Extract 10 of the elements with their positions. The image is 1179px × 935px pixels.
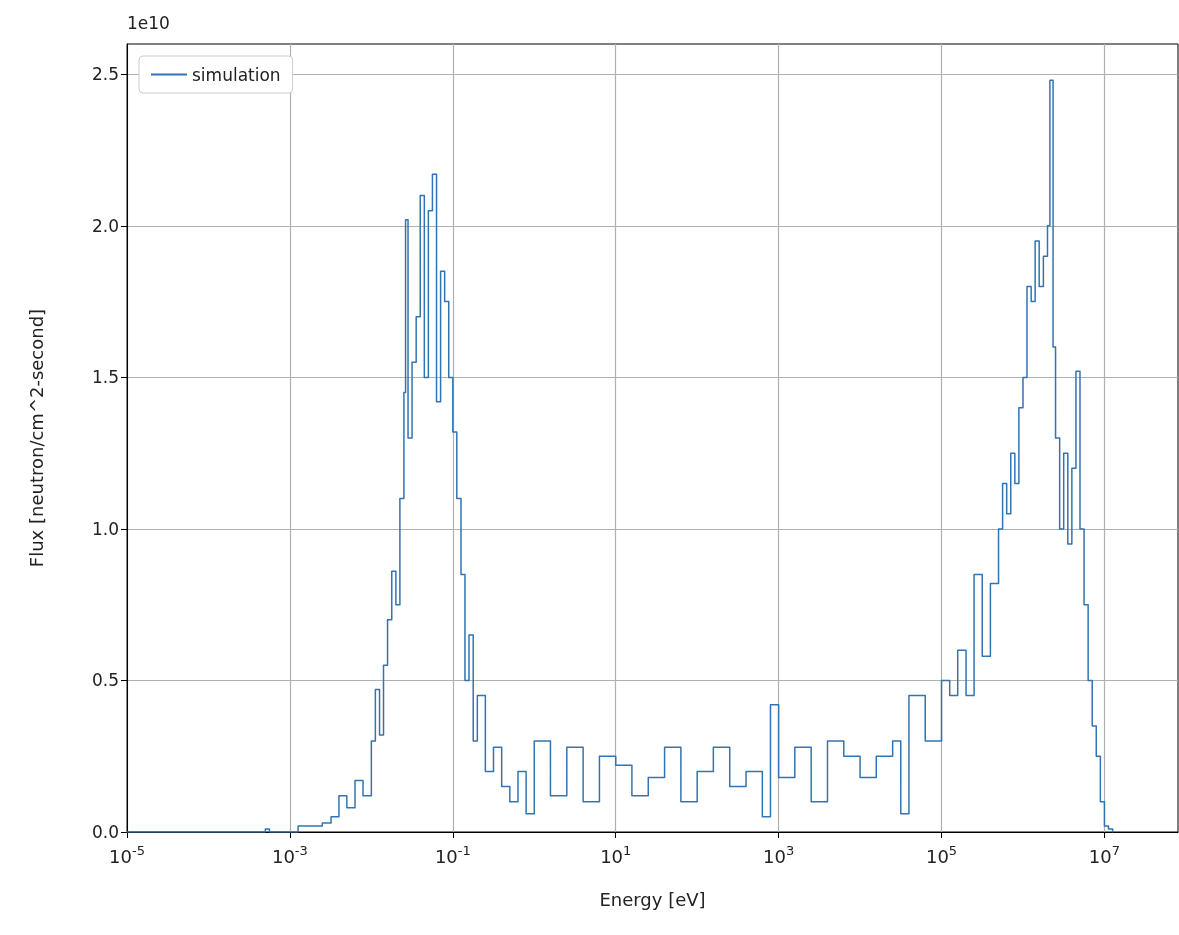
y-axis-title: Flux [neutron/cm^2-second] <box>25 308 47 568</box>
text: 1e10 <box>127 12 170 33</box>
x-axis-title: Energy [eV] <box>599 888 706 910</box>
y-tick-label: 1.5 <box>91 367 119 388</box>
y-tick-label: 2.5 <box>91 64 119 85</box>
y-tick-label: 1.0 <box>91 518 119 539</box>
y-tick-label: 0.5 <box>91 670 119 691</box>
legend-label: simulation <box>192 64 281 85</box>
y-tick-label: 2.0 <box>91 215 119 236</box>
y-tick-label: 0.0 <box>91 822 119 842</box>
